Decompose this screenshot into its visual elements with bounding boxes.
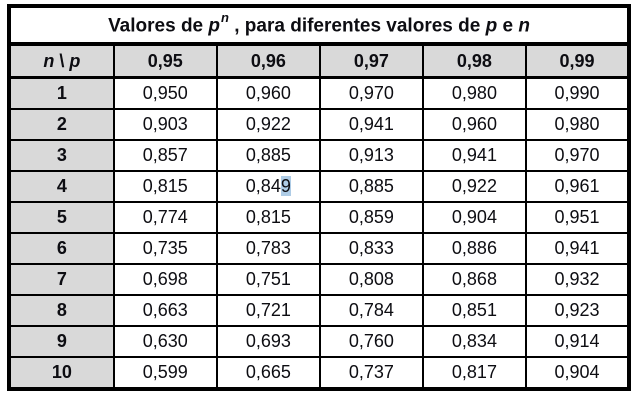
table-cell: 0,783 [215,232,321,265]
table-cell: 0,599 [112,356,218,390]
column-header: 0,95 [112,43,218,79]
table-cell: 0,914 [524,325,631,358]
table-cell: 0,990 [524,76,631,110]
table-cell: 0,922 [421,170,527,203]
title-conjunction: e [497,15,519,37]
table-cell: 0,941 [524,232,631,265]
table-row: 2 0,903 0,922 0,941 0,960 0,980 [8,108,631,141]
table-cell: 0,784 [318,294,424,327]
table-row: 9 0,630 0,693 0,760 0,834 0,914 [8,325,631,358]
corner-separator: \ [54,50,70,71]
table-cell: 0,885 [215,139,321,172]
title-p-symbol: p [208,15,221,37]
table-cell: 0,951 [524,201,631,234]
table-title-row: Valores de pn , para diferentes valores … [8,5,630,46]
table-cell: 0,735 [112,232,218,265]
table-cell: 0,663 [112,294,218,327]
table-cell: 0,970 [318,76,424,110]
table-row: 10 0,599 0,665 0,737 0,817 0,904 [8,356,631,390]
table-cell: 0,760 [318,325,424,358]
column-header: 0,96 [215,43,321,79]
table-cell: 0,950 [112,76,218,110]
table-cell: 0,913 [318,139,424,172]
table-cell: 0,904 [421,201,527,234]
table-row: 1 0,950 0,960 0,970 0,980 0,990 [8,76,631,110]
row-header: 1 [8,76,115,110]
title-n-symbol: n [518,15,530,37]
table-cell: 0,961 [524,170,631,203]
selection-highlight: 9 [280,176,291,196]
table-cell: 0,960 [421,108,527,141]
row-header: 7 [8,263,115,296]
table-cell: 0,885 [318,170,424,203]
title-text-middle: , para diferentes valores de [228,15,486,37]
table-cell: 0,960 [215,76,321,110]
table-body: 1 0,950 0,960 0,970 0,980 0,990 2 0,903 0,922 0,9… [8,76,631,390]
table-cell: 0,851 [421,294,527,327]
table-cell: 0,815 [215,201,321,234]
row-header: 5 [8,201,115,234]
title-p2-symbol: p [485,15,498,37]
table-cell: 0,630 [112,325,218,358]
table-row: 4 0,815 0,849 0,885 0,922 0,961 [8,170,631,203]
row-header: 6 [8,232,115,265]
table-cell: 0,737 [318,356,424,390]
table-cell: 0,923 [524,294,631,327]
table-cell: 0,904 [524,356,631,390]
table-cell: 0,970 [524,139,631,172]
table-row: 5 0,774 0,815 0,859 0,904 0,951 [8,201,631,234]
table-cell: 0,751 [215,263,321,296]
table-row: 8 0,663 0,721 0,784 0,851 0,923 [8,294,631,327]
table-cell: 0,721 [215,294,321,327]
table-cell: 0,833 [318,232,424,265]
table-cell: 0,922 [215,108,321,141]
row-header: 8 [8,294,115,327]
row-header: 4 [8,170,115,203]
cell-text: 0,84 [245,176,281,196]
table-cell: 0,868 [421,263,527,296]
table-cell: 0,886 [421,232,527,265]
row-header: 10 [8,356,115,390]
table-cell: 0,808 [318,263,424,296]
table-cell: 0,698 [112,263,218,296]
table-row: 7 0,698 0,751 0,808 0,868 0,932 [8,263,631,296]
table-cell: 0,932 [524,263,631,296]
table-cell: 0,859 [318,201,424,234]
table-cell: 0,817 [421,356,527,390]
table-cell: 0,774 [112,201,218,234]
table-row: 3 0,857 0,885 0,913 0,941 0,970 [8,139,631,172]
table-cell: 0,849 [215,170,321,203]
row-header: 9 [8,325,115,358]
row-header: 2 [8,108,115,141]
table-cell: 0,693 [215,325,321,358]
table-title: Valores de pn , para diferentes valores … [8,5,630,46]
table-cell: 0,980 [421,76,527,110]
corner-n-label: n [43,50,55,71]
table-cell: 0,980 [524,108,631,141]
title-exponent: n [221,10,229,26]
row-header: 3 [8,139,115,172]
table-cell: 0,834 [421,325,527,358]
table-cell: 0,903 [112,108,218,141]
powers-table: Valores de pn , para diferentes valores … [7,4,631,391]
table-cell: 0,857 [112,139,218,172]
table-cell: 0,815 [112,170,218,203]
corner-header: n \ p [8,43,115,79]
table-header-row: n \ p 0,95 0,96 0,97 0,98 0,99 [8,43,631,79]
table-cell: 0,665 [215,356,321,390]
table-row: 6 0,735 0,783 0,833 0,886 0,941 [8,232,631,265]
table-cell: 0,941 [318,108,424,141]
title-text-prefix: Valores de [108,15,209,37]
column-header: 0,97 [318,43,424,79]
corner-p-label: p [69,50,81,71]
table-cell: 0,941 [421,139,527,172]
column-header: 0,98 [421,43,527,79]
column-header: 0,99 [524,43,631,79]
